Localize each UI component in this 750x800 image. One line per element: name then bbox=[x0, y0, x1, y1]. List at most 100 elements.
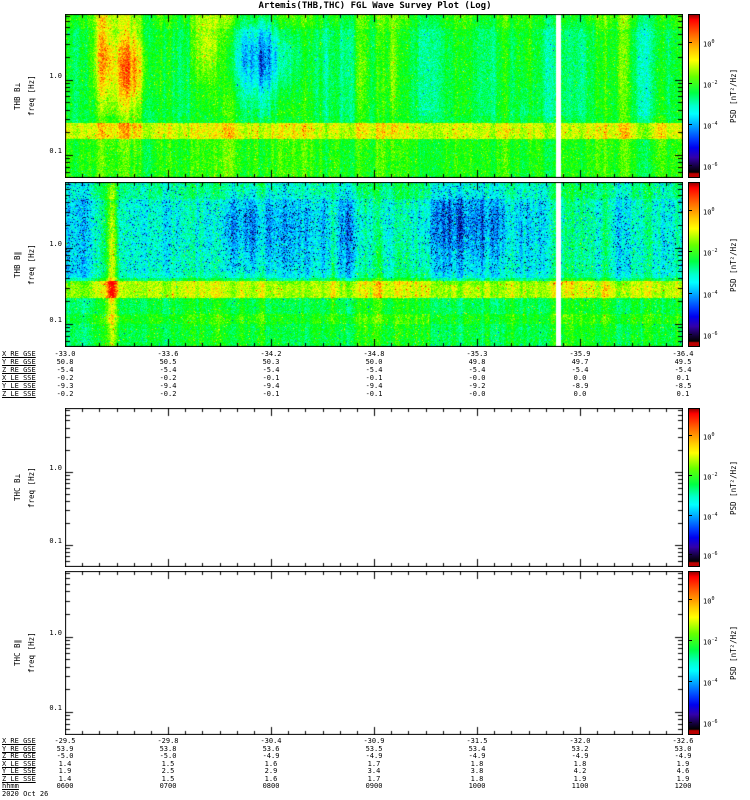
ytick-1hz-p3: 1.0 bbox=[49, 629, 62, 637]
colorbar-tick bbox=[689, 475, 692, 476]
ephemeris-value: 53.4 bbox=[468, 744, 486, 753]
ephemeris-value: -5.4 bbox=[262, 366, 280, 374]
colorbar-tick bbox=[689, 515, 692, 516]
ephemeris-value: -32.6 bbox=[672, 737, 694, 745]
ephemeris-value: 1.8 bbox=[470, 759, 484, 768]
ephemeris-value: -0.1 bbox=[365, 374, 383, 382]
colorbar-tick-label: 10-2 bbox=[703, 80, 718, 90]
ephemeris-row-label: Z_RE_GSE bbox=[2, 752, 36, 760]
ephemeris-value: 49.8 bbox=[468, 358, 486, 366]
time-tick-label: 1200 bbox=[674, 782, 692, 790]
ephemeris-value: 0.0 bbox=[573, 374, 587, 382]
colorbar-tick-label: 10-6 bbox=[703, 162, 718, 172]
ephemeris-value: 1.5 bbox=[161, 759, 175, 768]
ephemeris-value: 2.9 bbox=[264, 767, 278, 775]
ephemeris-value: -33.6 bbox=[157, 350, 179, 358]
ephemeris-row-label: X_RE_GSE bbox=[2, 737, 36, 745]
ephemeris-value: 4.6 bbox=[676, 767, 690, 775]
ephemeris-value: 4.2 bbox=[573, 767, 587, 775]
ephemeris-value: -5.4 bbox=[468, 366, 486, 374]
ephemeris-value: -0.2 bbox=[56, 374, 74, 382]
ephemeris-value: -5.4 bbox=[365, 366, 383, 374]
ephemeris-value: 3.8 bbox=[470, 767, 484, 775]
spectrogram-thb-bperp bbox=[65, 14, 683, 178]
ephemeris-value: -35.9 bbox=[569, 350, 591, 358]
time-tick-label: 0900 bbox=[365, 782, 383, 790]
colorbar-tick-label: 10-4 bbox=[703, 678, 718, 688]
ephemeris-value: -33.0 bbox=[54, 350, 76, 358]
colorbar-tick bbox=[689, 681, 692, 682]
ephemeris-value: 53.2 bbox=[571, 744, 589, 753]
freq-axis-label-0: freq [Hz] bbox=[27, 75, 36, 117]
ephemeris-value: -29.5 bbox=[54, 737, 76, 745]
ephemeris-value: -9.4 bbox=[159, 382, 177, 390]
spectrogram-thc-bperp-empty bbox=[65, 408, 683, 567]
ephemeris-value: -4.9 bbox=[674, 752, 692, 760]
panel-label-thc-bpar: THC B∥ bbox=[13, 639, 22, 667]
colorbar-tick-label: 10-2 bbox=[703, 472, 718, 482]
ephemeris-value: -5.4 bbox=[674, 366, 692, 374]
colorbar-tick-label: 10-6 bbox=[703, 719, 718, 729]
ephemeris-row-label: Z_LE_SSE bbox=[2, 390, 36, 398]
ephemeris-value: -34.8 bbox=[363, 350, 385, 358]
plot-title: Artemis(THB,THC) FGL Wave Survey Plot (L… bbox=[258, 1, 492, 11]
ytick-01hz-p0: 0.1 bbox=[49, 147, 62, 155]
ephemeris-value: -5.4 bbox=[159, 366, 177, 374]
spectrogram-thc-bpar-empty bbox=[65, 571, 683, 735]
ephemeris-value: 1.4 bbox=[58, 774, 72, 783]
ephemeris-value: -0.2 bbox=[159, 374, 177, 382]
ephemeris-value: -9.3 bbox=[56, 382, 74, 390]
ephemeris-row-label: Y_RE_GSE bbox=[2, 358, 36, 366]
ephemeris-value: -4.9 bbox=[262, 752, 280, 760]
ephemeris-value: -0.0 bbox=[468, 374, 486, 382]
ephemeris-value: 1.6 bbox=[264, 759, 278, 768]
ephemeris-row-label: Z_LE_SSE bbox=[2, 774, 36, 783]
colorbar-tick-label: 10-2 bbox=[703, 637, 718, 647]
ephemeris-row-label: X_RE_GSE bbox=[2, 350, 36, 358]
ephemeris-value: -5.4 bbox=[571, 366, 589, 374]
colorbar-tick-label: 100 bbox=[703, 39, 715, 49]
time-axis-label: hhmm bbox=[2, 782, 19, 790]
colorbar-tick-label: 10-4 bbox=[703, 121, 718, 131]
ephemeris-row-label: Y_LE_SSE bbox=[2, 382, 36, 390]
ytick-1hz-p0: 1.0 bbox=[49, 72, 62, 80]
ephemeris-row-label: X_LE_SSE bbox=[2, 759, 36, 768]
ephemeris-value: -0.2 bbox=[159, 390, 177, 398]
ephemeris-value: 53.5 bbox=[365, 744, 383, 753]
time-tick-label: 1000 bbox=[468, 782, 486, 790]
ephemeris-value: 53.6 bbox=[262, 744, 280, 753]
colorbar-1 bbox=[688, 182, 700, 347]
ephemeris-value: -8.5 bbox=[674, 382, 692, 390]
ephemeris-value: 53.9 bbox=[56, 744, 74, 753]
ephemeris-value: 1.9 bbox=[573, 774, 587, 783]
panel-label-thb-bpar: THB B∥ bbox=[13, 251, 22, 278]
ephemeris-value: -9.4 bbox=[262, 382, 280, 390]
ephemeris-value: 1.9 bbox=[676, 759, 690, 768]
colorbar-tick-label: 10-6 bbox=[703, 551, 718, 561]
ephemeris-value: -0.1 bbox=[365, 390, 383, 398]
ephemeris-value: 1.7 bbox=[367, 759, 381, 768]
colorbar-tick bbox=[689, 251, 692, 252]
ephemeris-value: 49.7 bbox=[571, 358, 589, 366]
ephemeris-value: -9.2 bbox=[468, 382, 486, 390]
colorbar-tick bbox=[689, 554, 692, 555]
ephemeris-row-label: Y_LE_SSE bbox=[2, 767, 36, 775]
ephemeris-value: 1.4 bbox=[58, 759, 72, 768]
ephemeris-value: -4.9 bbox=[468, 752, 486, 760]
ytick-1hz-p1: 1.0 bbox=[49, 240, 62, 248]
freq-axis-label-2: freq [Hz] bbox=[27, 467, 36, 508]
ephemeris-value: 50.3 bbox=[262, 358, 280, 366]
ephemeris-value: -4.9 bbox=[571, 752, 589, 760]
ephemeris-value: 1.9 bbox=[58, 767, 72, 775]
ephemeris-value: 49.5 bbox=[674, 358, 692, 366]
ephemeris-value: -34.2 bbox=[260, 350, 282, 358]
ephemeris-value: -29.8 bbox=[157, 737, 179, 745]
ephemeris-value: -9.4 bbox=[365, 382, 383, 390]
ephemeris-value: -8.9 bbox=[571, 382, 589, 390]
colorbar-tick bbox=[689, 435, 692, 436]
ephemeris-value: 53.0 bbox=[674, 744, 692, 753]
colorbar-tick bbox=[689, 334, 692, 335]
ytick-01hz-p1: 0.1 bbox=[49, 316, 62, 324]
colorbar-tick-label: 10-2 bbox=[703, 248, 718, 258]
ephemeris-value: 1.8 bbox=[470, 774, 484, 783]
